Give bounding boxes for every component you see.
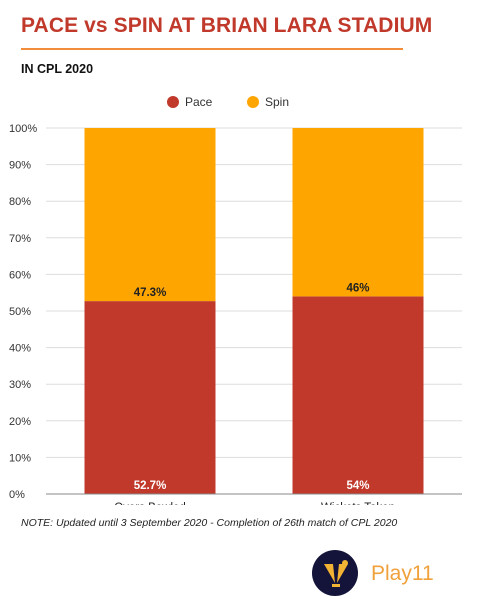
y-tick-label: 20%	[9, 416, 31, 428]
footnote: NOTE: Updated until 3 September 2020 - C…	[21, 517, 398, 529]
y-tick-label: 50%	[9, 306, 31, 318]
play11-logo-icon	[312, 550, 358, 596]
bar-spin-0	[84, 128, 216, 302]
bar-spin-1	[292, 128, 424, 297]
chart-title: PACE vs SPIN AT BRIAN LARA STADIUM	[21, 14, 433, 37]
data-label-pace-1: 54%	[346, 480, 369, 492]
x-tick-label: Wickets Taken	[321, 502, 395, 505]
bar-pace-0	[84, 301, 216, 494]
y-tick-label: 90%	[9, 160, 31, 172]
y-tick-label: 100%	[9, 123, 37, 135]
x-tick-label: Overs Bowled	[114, 502, 186, 505]
y-tick-label: 30%	[9, 379, 31, 391]
legend-label-spin: Spin	[265, 95, 289, 109]
y-tick-label: 0%	[9, 489, 25, 501]
y-tick-label: 60%	[9, 269, 31, 281]
y-tick-label: 40%	[9, 343, 31, 355]
y-tick-label: 10%	[9, 452, 31, 464]
chart-subtitle: IN CPL 2020	[21, 62, 94, 76]
data-label-spin-0: 47.3%	[134, 287, 167, 299]
y-tick-label: 80%	[9, 196, 31, 208]
title-underline	[21, 48, 403, 50]
data-label-pace-0: 52.7%	[134, 480, 167, 492]
y-tick-label: 70%	[9, 233, 31, 245]
legend-label-pace: Pace	[185, 95, 213, 109]
legend-marker-pace	[167, 96, 179, 108]
brand-name: Play11	[371, 562, 434, 585]
legend-marker-spin	[247, 96, 259, 108]
stacked-bar-chart: Pace Spin 0% 10% 20% 30% 40% 50% 60% 70% 80% 90% 100…	[9, 95, 462, 505]
data-label-spin-1: 46%	[346, 282, 369, 294]
bar-pace-1	[292, 296, 424, 494]
